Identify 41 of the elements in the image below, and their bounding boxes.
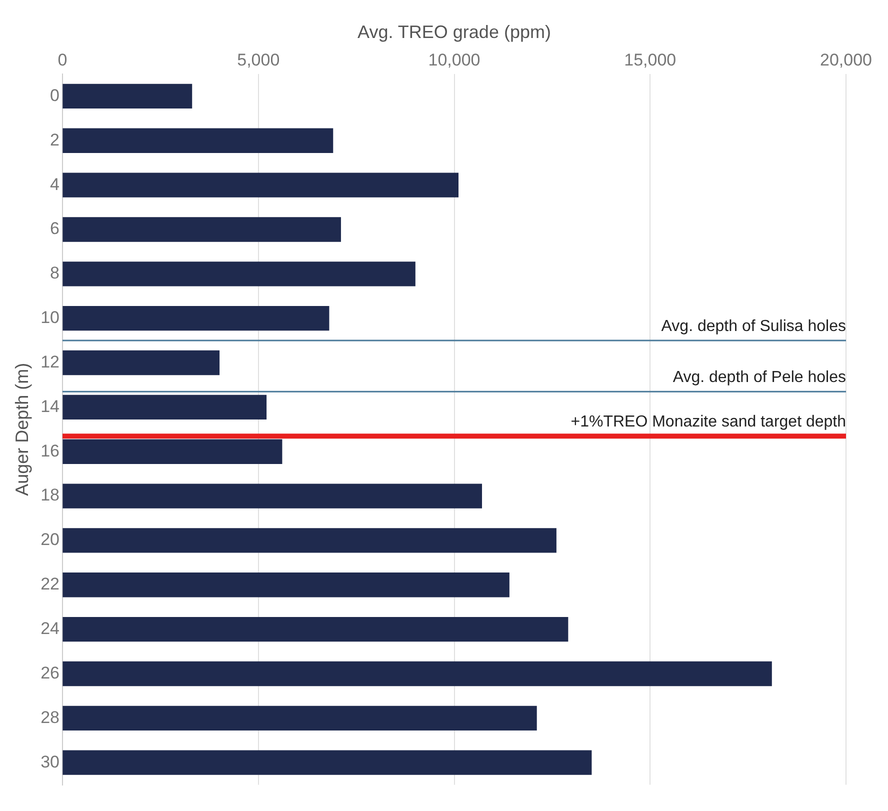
bar bbox=[62, 394, 267, 420]
bar bbox=[62, 439, 282, 464]
x-tick-label: 5,000 bbox=[237, 50, 280, 70]
y-tick-label: 2 bbox=[50, 130, 60, 150]
bar bbox=[62, 750, 592, 775]
bar bbox=[62, 84, 192, 109]
bar bbox=[62, 528, 556, 553]
bar bbox=[62, 217, 341, 242]
bar bbox=[62, 706, 537, 730]
bar bbox=[62, 350, 220, 376]
y-tick-label: 0 bbox=[50, 86, 60, 105]
x-tick-label: 10,000 bbox=[428, 50, 480, 70]
ref-line-label: Avg. depth of Pele holes bbox=[672, 369, 846, 386]
x-tick-label: 15,000 bbox=[624, 50, 676, 70]
bar bbox=[62, 262, 416, 286]
y-tick-label: 28 bbox=[40, 708, 60, 727]
ref-line-label: +1%TREO Monazite sand target depth bbox=[570, 413, 846, 430]
bar bbox=[62, 572, 510, 598]
y-tick-label: 10 bbox=[40, 308, 60, 328]
bar bbox=[62, 306, 330, 331]
y-tick-label: 22 bbox=[40, 574, 60, 594]
y-tick-label: 6 bbox=[50, 219, 60, 238]
y-tick-label: 24 bbox=[40, 619, 60, 638]
y-tick-label: 8 bbox=[50, 264, 60, 283]
bar bbox=[62, 128, 334, 153]
y-axis-title: Auger Depth (m) bbox=[12, 362, 32, 496]
y-tick-label: 30 bbox=[40, 752, 60, 772]
y-tick-label: 4 bbox=[50, 174, 60, 194]
bar bbox=[62, 172, 458, 198]
x-axis-title: Avg. TREO grade (ppm) bbox=[358, 22, 551, 42]
y-tick-label: 14 bbox=[40, 396, 60, 416]
bar bbox=[62, 484, 482, 508]
y-tick-label: 18 bbox=[40, 486, 60, 505]
bar bbox=[62, 616, 568, 642]
bar bbox=[62, 661, 772, 686]
ref-line-label: Avg. depth of Sulisa holes bbox=[661, 318, 846, 335]
x-tick-label: 20,000 bbox=[820, 50, 872, 70]
y-tick-label: 20 bbox=[40, 530, 60, 550]
y-tick-label: 16 bbox=[40, 441, 60, 460]
y-tick-label: 12 bbox=[40, 352, 60, 372]
y-tick-label: 26 bbox=[40, 663, 60, 682]
